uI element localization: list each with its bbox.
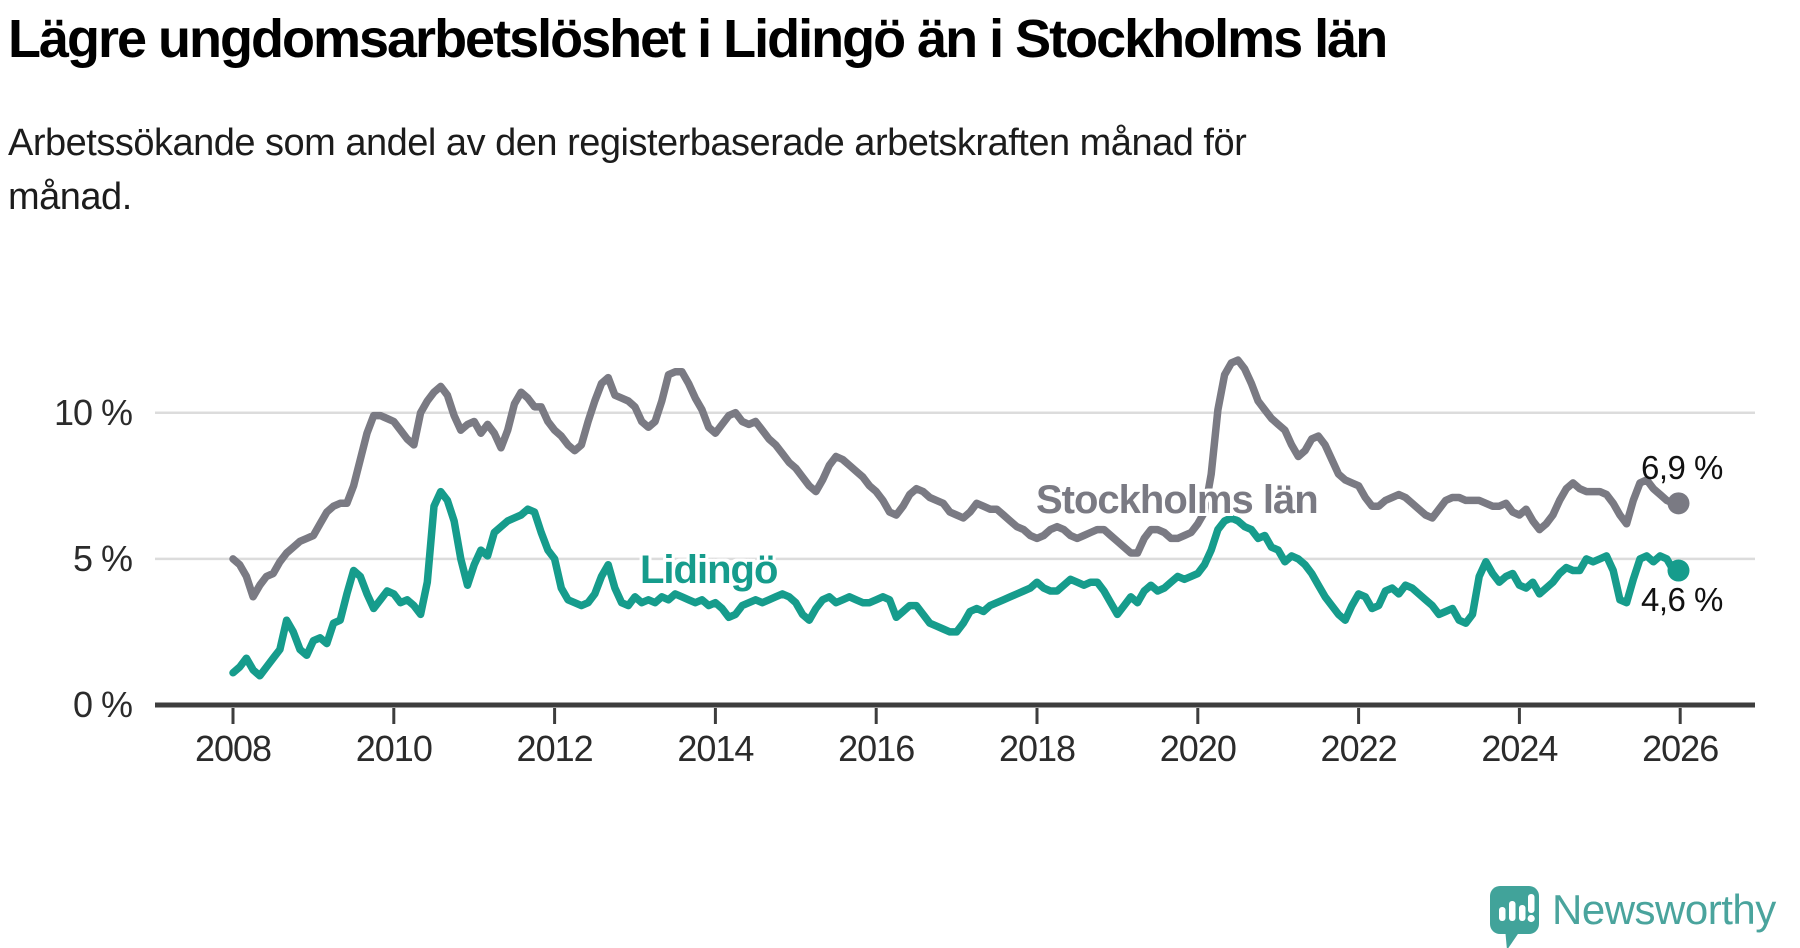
y-axis-tick-label: 0 % [72,684,133,725]
x-axis-tick-label: 2014 [677,728,754,769]
line-stockholms-lan [229,356,1678,601]
y-axis-tick-label: 5 % [72,537,133,579]
series-lines [229,356,1690,680]
series-label-lidingo: Lidingö [640,548,778,592]
series-end-value-label: 4,6 % [1641,580,1723,618]
newsworthy-logo-icon [1490,886,1539,948]
x-axis-tick-label: 2024 [1481,728,1558,769]
y-axis-tick-label: 10 % [53,391,133,433]
subtitle-line-2: månad. [8,176,132,218]
gridlines [155,411,1755,561]
newsworthy-brand-text: Newsworthy [1552,886,1776,933]
x-axis-tick-label: 2010 [355,728,433,769]
x-axis-tick-label: 2018 [998,728,1076,769]
endpoint-dot-stockholms-lan [1667,492,1690,515]
x-axis-tick-label: 2008 [194,728,272,769]
x-axis-tick-label: 2022 [1320,728,1398,769]
x-axis-tick-label: 2026 [1642,728,1719,769]
series-end-value-label: 6,9 % [1641,449,1723,487]
endpoint-dot-lidingo [1667,559,1690,582]
line-lidingo [229,487,1678,680]
x-axis [155,702,1755,724]
x-axis-tick-label: 2016 [838,728,915,769]
x-axis-tick-label: 2020 [1159,728,1237,769]
series-label-stockholms-lan: Stockholms län [1036,478,1319,522]
page-subtitle: Arbetssökande som andel av den registerb… [8,116,1608,224]
page-title: Lägre ungdomsarbetslöshet i Lidingö än i… [8,9,1388,69]
x-axis-tick-label: 2012 [516,728,594,769]
subtitle-line-1: Arbetssökande som andel av den registerb… [8,122,1247,164]
